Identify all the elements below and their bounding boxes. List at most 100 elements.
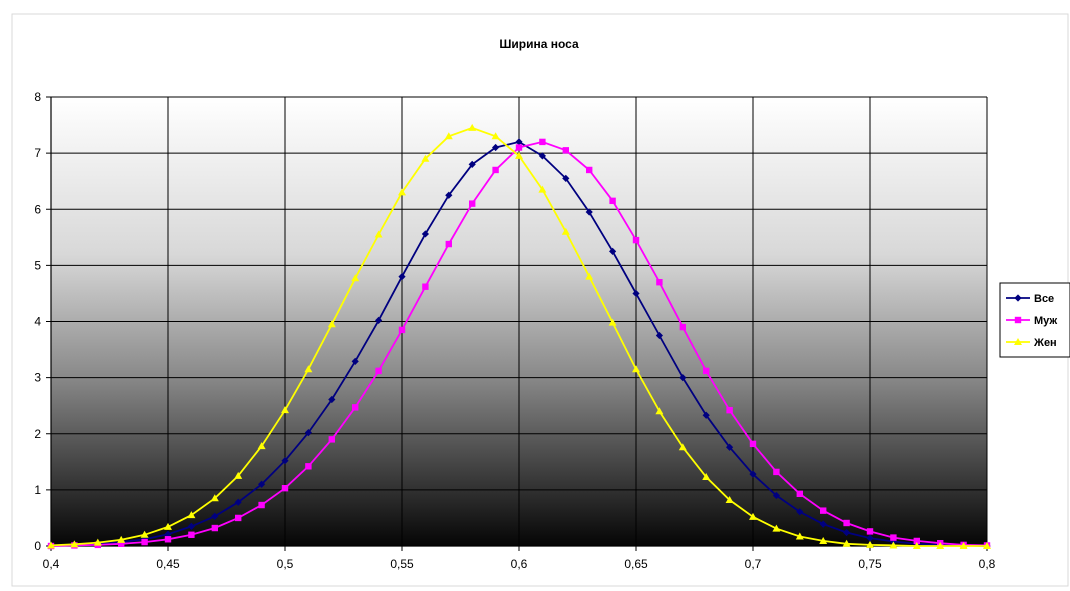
data-point-all [304, 429, 312, 437]
data-point-female [936, 542, 945, 549]
data-point-all [538, 152, 546, 160]
data-point-male [164, 536, 172, 543]
data-point-female [749, 512, 757, 520]
x-tick-label: 0,65 [624, 557, 648, 571]
data-point-all [258, 480, 266, 488]
data-point-male [258, 501, 265, 509]
data-point-male [235, 514, 242, 522]
data-point-all [772, 491, 780, 500]
data-point-male [726, 406, 733, 414]
chart-title: Ширина носа [499, 37, 579, 51]
data-point-female [842, 539, 851, 547]
data-point-all [281, 457, 289, 465]
data-point-all [749, 470, 757, 478]
data-point-female [140, 530, 149, 538]
x-tick-label: 0,6 [511, 557, 528, 571]
data-point-male [141, 538, 148, 546]
data-point-female [374, 230, 383, 238]
data-point-female [93, 538, 102, 546]
series-male [47, 138, 991, 550]
data-point-all [492, 143, 500, 152]
data-point-female [444, 132, 453, 140]
data-point-male [118, 540, 125, 547]
data-point-all [398, 273, 406, 281]
data-point-all [375, 316, 383, 324]
y-tick-label: 5 [34, 258, 41, 272]
data-point-male [773, 468, 780, 476]
data-point-female [210, 494, 219, 502]
data-point-all [211, 512, 219, 520]
data-point-male [890, 534, 897, 541]
x-tick-label: 0,45 [156, 557, 180, 571]
data-point-female [468, 123, 477, 131]
data-point-male [539, 138, 546, 146]
data-point-male [609, 197, 616, 205]
series-female [47, 123, 991, 549]
legend-marker-all [1014, 294, 1022, 302]
data-point-all [819, 520, 827, 528]
data-point-all [679, 374, 687, 382]
data-point-male [375, 367, 382, 375]
y-tick-label: 1 [34, 483, 41, 497]
y-tick-label: 3 [34, 371, 41, 385]
data-point-male [796, 490, 803, 498]
data-point-male [492, 166, 499, 174]
y-tick-label: 7 [34, 146, 41, 160]
data-point-male [211, 524, 218, 532]
data-point-all [445, 191, 453, 199]
data-point-female [515, 151, 523, 159]
data-point-female [187, 511, 196, 519]
legend: Все Муж Жен [999, 282, 1070, 358]
data-point-all [468, 160, 476, 168]
data-point-male [656, 279, 663, 286]
data-point-male [679, 323, 686, 331]
data-point-male [352, 404, 359, 411]
y-tick-label: 2 [34, 427, 41, 441]
data-point-female [421, 154, 430, 162]
data-point-male [281, 484, 289, 492]
data-point-female [304, 365, 313, 373]
data-point-all [351, 357, 359, 365]
data-point-all [843, 528, 851, 537]
data-point-female [327, 320, 336, 328]
data-point-female [281, 406, 289, 414]
y-tick-label: 8 [34, 90, 41, 104]
data-point-all [585, 208, 593, 216]
legend-marker-male [1014, 316, 1022, 324]
data-point-male [749, 440, 757, 448]
y-tick-label: 0 [34, 539, 41, 553]
x-tick-label: 0,4 [43, 557, 60, 571]
data-point-all [655, 331, 663, 340]
data-point-male [398, 326, 406, 334]
data-point-female [959, 542, 968, 549]
data-point-male [866, 528, 874, 535]
data-point-all [796, 508, 804, 516]
legend-label-female: Жен [1033, 337, 1057, 349]
series-group [47, 123, 991, 550]
data-point-male [703, 367, 710, 375]
data-point-female [538, 185, 547, 193]
data-point-all [562, 174, 570, 182]
data-point-female [117, 535, 126, 543]
data-point-female [772, 524, 781, 532]
axes: 0 1 2 3 4 5 6 7 8 0,4 0,45 0,5 0,55 0,6 0,65 0,7 0,75 0,8 [34, 90, 995, 571]
data-point-female [632, 365, 640, 373]
data-point-male [515, 144, 523, 151]
data-point-female [795, 532, 804, 540]
data-point-male [632, 236, 640, 244]
data-point-female [725, 495, 734, 503]
data-point-female [866, 540, 874, 548]
data-point-female [257, 442, 266, 450]
data-point-female [819, 536, 828, 544]
x-tick-label: 0,8 [979, 557, 996, 571]
data-point-all [328, 395, 336, 404]
y-tick-label: 6 [34, 202, 41, 216]
y-tick-label: 4 [34, 315, 41, 329]
data-point-female [47, 541, 55, 549]
data-point-female [678, 443, 687, 451]
data-point-female [561, 227, 570, 235]
data-point-female [398, 188, 406, 196]
data-point-female [608, 318, 617, 326]
